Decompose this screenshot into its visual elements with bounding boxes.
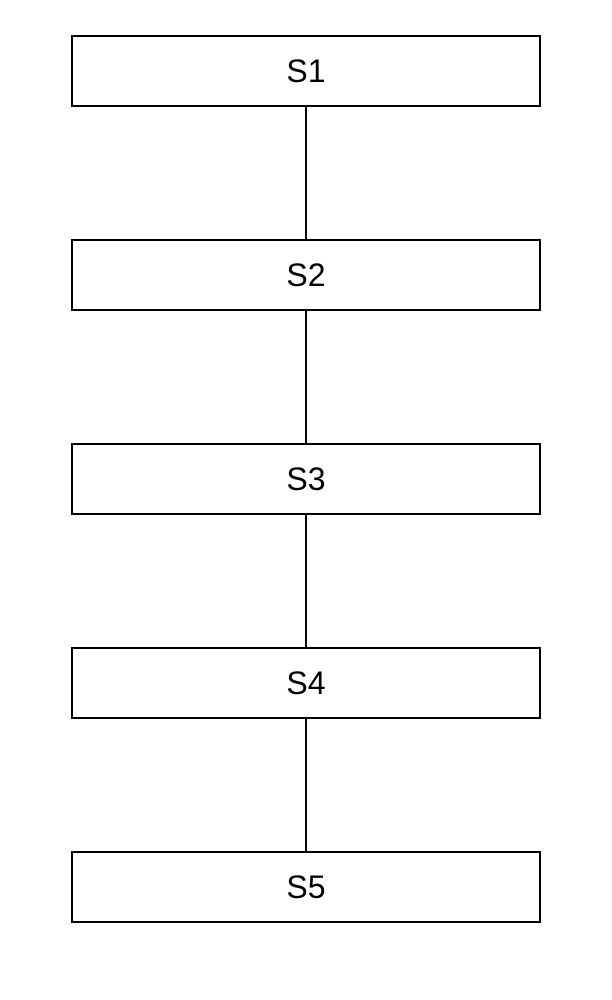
flowchart-node-label: S1: [286, 53, 325, 90]
flowchart-node-s1: S1: [71, 35, 541, 107]
flowchart-node-s5: S5: [71, 851, 541, 923]
flowchart-node-s4: S4: [71, 647, 541, 719]
flowchart-node-s2: S2: [71, 239, 541, 311]
flowchart: S1 S2 S3 S4 S5: [71, 35, 541, 923]
flowchart-connector: [305, 107, 307, 239]
flowchart-connector: [305, 311, 307, 443]
flowchart-node-label: S5: [286, 869, 325, 906]
flowchart-node-label: S3: [286, 461, 325, 498]
flowchart-connector: [305, 719, 307, 851]
flowchart-node-label: S4: [286, 665, 325, 702]
flowchart-node-label: S2: [286, 257, 325, 294]
flowchart-connector: [305, 515, 307, 647]
flowchart-node-s3: S3: [71, 443, 541, 515]
